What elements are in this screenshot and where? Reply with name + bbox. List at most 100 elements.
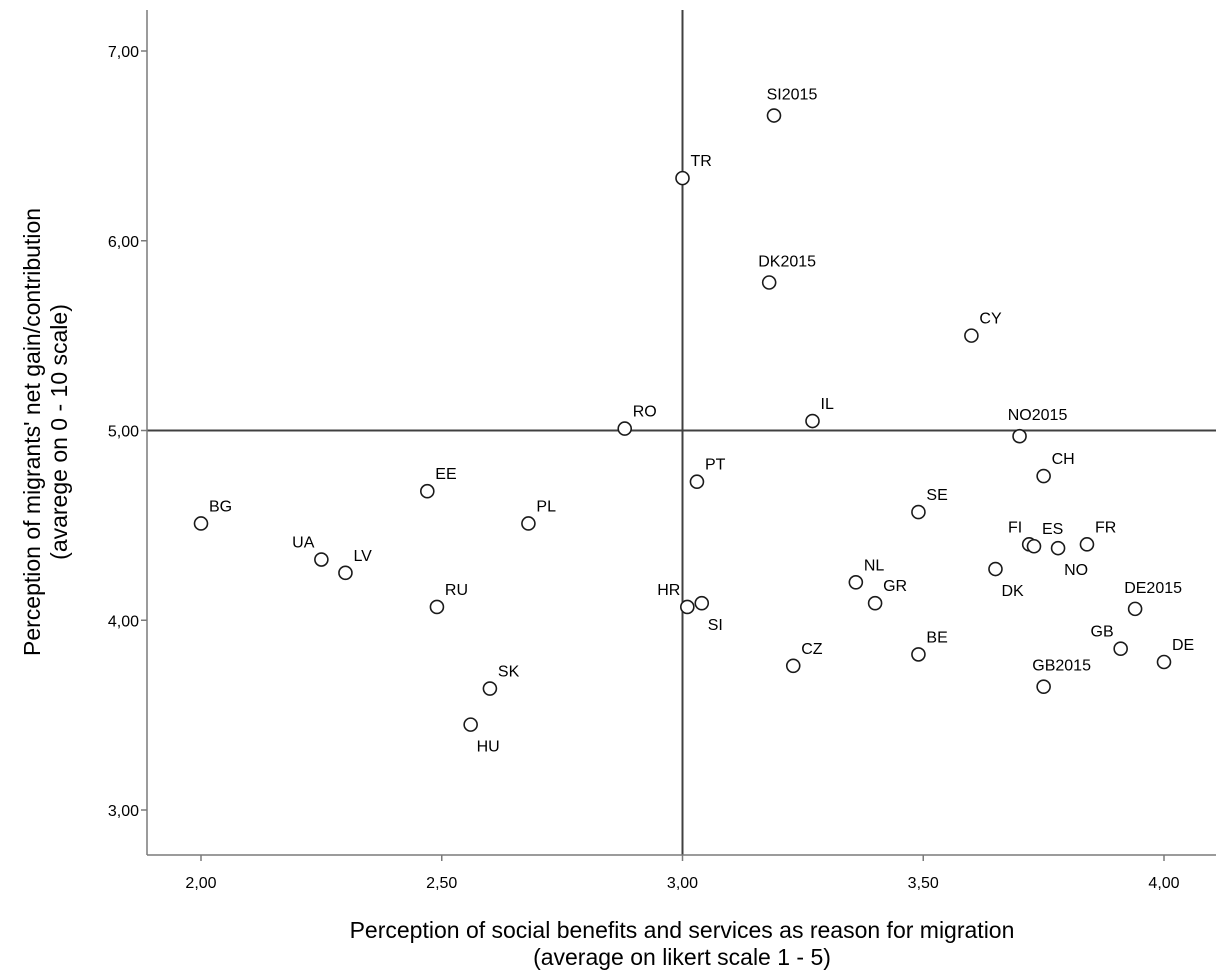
y-tick-label: 7,00	[108, 44, 139, 61]
point-label: BG	[209, 498, 232, 515]
data-point-cy: CY	[964, 311, 1002, 343]
data-point-il: IL	[805, 396, 834, 429]
point-label: HU	[477, 739, 500, 756]
y-tick-label: 6,00	[108, 234, 139, 251]
data-points: BG UA LV EE RU HU SK PL RO TR HR PT SI DK2015 SI2015 CZ…	[193, 87, 1194, 756]
point-marker	[689, 474, 705, 490]
point-label: GB	[1091, 624, 1114, 641]
point-label: ES	[1042, 521, 1063, 538]
point-marker	[911, 504, 926, 520]
data-point-no2015: NO2015	[1008, 407, 1068, 444]
point-marker	[420, 483, 435, 499]
data-point-ee: EE	[420, 466, 457, 499]
point-label: SI	[708, 617, 723, 634]
point-marker	[1012, 428, 1027, 444]
point-marker	[1036, 679, 1051, 694]
point-marker	[785, 658, 801, 674]
point-label: LV	[353, 548, 372, 565]
data-point-es: ES	[1026, 521, 1063, 554]
point-marker	[338, 565, 353, 581]
point-marker	[766, 108, 782, 123]
point-label: CY	[979, 311, 1002, 328]
data-point-gb: GB	[1091, 624, 1128, 657]
x-axis-title-line-1: Perception of social benefits and servic…	[350, 917, 1015, 943]
x-tick-label: 3,50	[908, 875, 939, 892]
point-label: DK	[1001, 583, 1024, 600]
point-label: RU	[445, 582, 468, 599]
point-label: SI2015	[767, 87, 818, 104]
point-label: SK	[498, 664, 520, 681]
data-point-hr: HR	[657, 582, 695, 615]
point-label: GB2015	[1032, 658, 1091, 675]
x-tick-label: 3,00	[667, 875, 698, 892]
y-axis-title: Perception of migrants' net gain/contrib…	[19, 208, 72, 656]
x-axis-title-line-2: (average on likert scale 1 - 5)	[533, 944, 831, 970]
data-point-bg: BG	[193, 498, 232, 531]
point-marker	[429, 599, 445, 615]
point-label: TR	[691, 153, 712, 170]
point-marker	[617, 421, 633, 436]
x-axis-title: Perception of social benefits and servic…	[350, 917, 1015, 970]
data-point-gr: GR	[867, 578, 907, 611]
point-label: NL	[864, 557, 885, 574]
point-marker	[1036, 468, 1051, 484]
point-marker	[680, 599, 695, 615]
point-marker	[694, 595, 710, 611]
point-marker	[1127, 601, 1143, 617]
y-tick-label: 5,00	[108, 424, 139, 441]
x-ticks: 2,00 2,50 3,00 3,50 4,00	[185, 855, 1180, 892]
point-label: DE	[1172, 637, 1194, 654]
data-point-de: DE	[1156, 637, 1194, 670]
point-marker	[761, 275, 777, 290]
point-label: DK2015	[758, 253, 816, 270]
point-label: FI	[1008, 519, 1022, 536]
data-point-gb2015: GB2015	[1032, 658, 1091, 694]
point-label: PT	[705, 457, 726, 474]
point-label: EE	[435, 466, 456, 483]
point-label: NO	[1064, 562, 1088, 579]
point-label: RO	[633, 404, 657, 421]
y-tick-label: 3,00	[108, 803, 139, 820]
reference-lines	[147, 10, 1216, 855]
data-point-ch: CH	[1036, 451, 1075, 484]
point-label: BE	[926, 629, 947, 646]
point-marker	[1156, 654, 1172, 670]
data-point-ru: RU	[429, 582, 468, 615]
y-tick-label: 4,00	[108, 613, 139, 630]
x-tick-label: 2,00	[185, 875, 216, 892]
point-label: CH	[1052, 451, 1075, 468]
point-marker	[193, 516, 209, 531]
point-marker	[314, 552, 329, 567]
point-label: NO2015	[1008, 407, 1068, 424]
data-point-nl: NL	[848, 557, 885, 590]
data-point-lv: LV	[338, 548, 372, 581]
data-point-pt: PT	[689, 457, 726, 490]
data-point-dk: DK	[988, 561, 1024, 600]
data-point-cz: CZ	[785, 641, 823, 674]
x-tick-label: 2,50	[426, 875, 457, 892]
y-axis-title-line-1: Perception of migrants' net gain/contrib…	[19, 208, 45, 656]
point-marker	[463, 717, 478, 732]
data-point-tr: TR	[675, 153, 712, 186]
data-point-ua: UA	[292, 535, 329, 567]
point-marker	[675, 170, 690, 186]
point-marker	[1113, 641, 1128, 657]
point-marker	[867, 595, 883, 611]
x-tick-label: 4,00	[1148, 875, 1179, 892]
point-marker	[988, 561, 1003, 577]
point-label: PL	[536, 498, 556, 515]
y-axis-title-line-2: (avarege on 0 - 10 scale)	[46, 304, 72, 560]
data-point-ro: RO	[617, 404, 657, 436]
point-marker	[964, 328, 979, 343]
point-marker	[1079, 537, 1095, 552]
point-label: IL	[821, 396, 834, 413]
axes	[146, 10, 1216, 856]
data-point-si: SI	[694, 595, 723, 634]
point-marker	[911, 647, 926, 662]
point-label: FR	[1095, 519, 1116, 536]
data-point-be: BE	[911, 629, 948, 662]
data-point-fr: FR	[1079, 519, 1116, 552]
data-point-de2015: DE2015	[1124, 580, 1182, 617]
point-label: HR	[657, 582, 680, 599]
data-point-dk2015: DK2015	[758, 253, 816, 290]
